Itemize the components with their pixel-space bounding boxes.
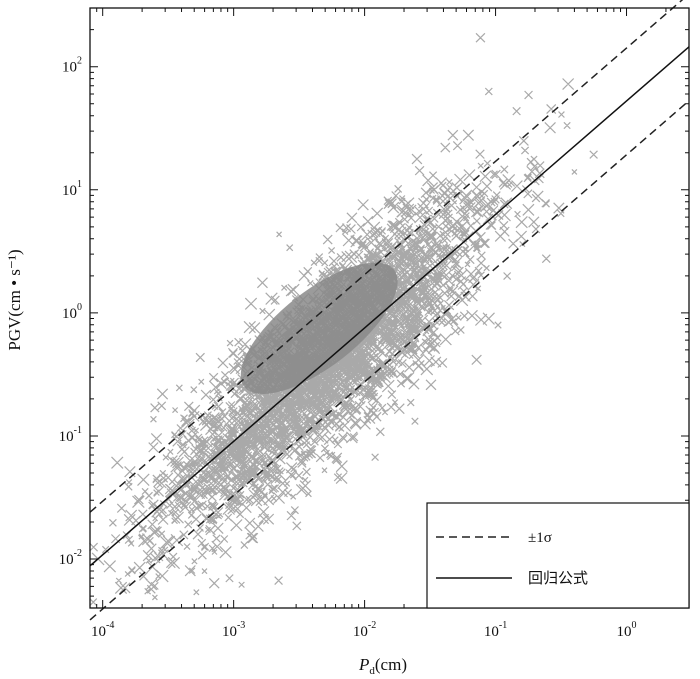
x-tick-label: 10-2 — [353, 620, 376, 640]
y-tick-label: 101 — [62, 179, 82, 199]
x-tick-label: 10-4 — [91, 620, 114, 640]
tick-labels: 10-4 10-3 10-2 10-1 100 10-2 10-1 100 101 102 — [59, 56, 637, 640]
legend-box — [426, 502, 690, 609]
y-tick-label: 10-1 — [59, 425, 82, 445]
legend-label-regression: 回归公式 — [528, 570, 588, 587]
x-tick-label: 100 — [617, 620, 637, 640]
regression-lines — [89, 0, 690, 621]
regression-line — [89, 46, 690, 567]
y-tick-label: 100 — [62, 302, 82, 322]
y-axis-label: PGV(cm • s⁻¹) — [5, 249, 24, 350]
x-tick-label: 10-1 — [484, 620, 507, 640]
y-tick-label: 102 — [62, 56, 82, 76]
x-tick-label: 10-3 — [222, 620, 245, 640]
scatter-core — [240, 262, 398, 394]
legend: ±1σ 回归公式 — [426, 502, 690, 609]
legend-label-sigma: ±1σ — [528, 530, 552, 546]
plot-frame — [89, 7, 690, 609]
sigma-line-2 — [89, 100, 690, 621]
x-axis-label: Pd(cm) — [358, 655, 407, 677]
y-tick-label: 10-2 — [59, 548, 82, 568]
sigma-line-1 — [89, 0, 684, 513]
scatter-cloud — [89, 32, 598, 607]
